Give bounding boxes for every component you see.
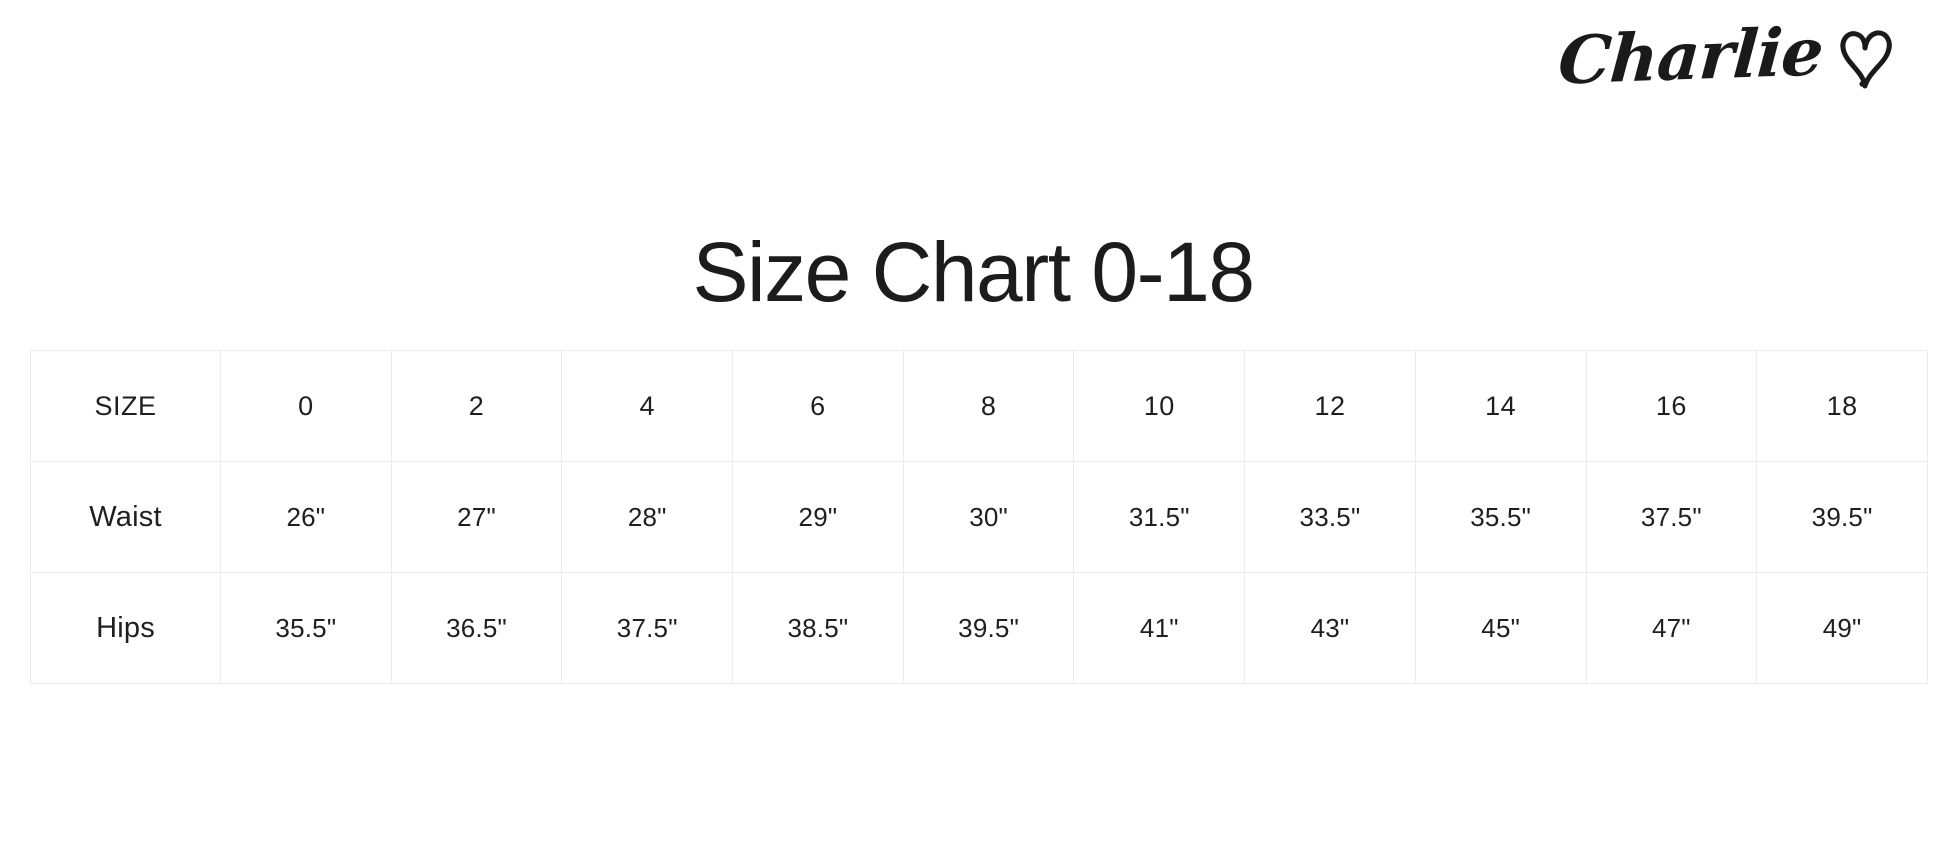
header-cell-size: SIZE: [30, 350, 221, 462]
waist-size-18: 39.5": [1756, 461, 1928, 573]
size-chart-container: SIZE 0 2 4 6 8 10 12 14 16 18 Waist 26" …: [30, 350, 1928, 684]
row-label-waist: Waist: [30, 461, 221, 573]
header-cell-14: 14: [1414, 350, 1587, 462]
header-cell-10: 10: [1073, 350, 1246, 462]
brand-header: Charlie: [0, 0, 1946, 150]
waist-size-6: 29": [732, 461, 904, 573]
table-header: SIZE 0 2 4 6 8 10 12 14 16 18: [30, 350, 1928, 462]
table-body: Waist 26" 27" 28" 29" 30" 31.5" 33.5" 35…: [30, 461, 1928, 684]
waist-size-16: 37.5": [1585, 461, 1758, 573]
table-row: Waist 26" 27" 28" 29" 30" 31.5" 33.5" 35…: [30, 461, 1928, 573]
waist-size-12: 33.5": [1244, 461, 1416, 573]
hips-size-6: 38.5": [732, 572, 904, 684]
header-cell-12: 12: [1244, 350, 1416, 462]
header-cell-8: 8: [902, 350, 1075, 462]
waist-size-2: 27": [390, 461, 563, 573]
waist-size-8: 30": [902, 461, 1075, 573]
brand-wordmark: Charlie: [1555, 12, 1826, 100]
header-cell-16: 16: [1585, 350, 1758, 462]
brand-logo[interactable]: Charlie: [1556, 12, 1894, 100]
waist-size-4: 28": [561, 461, 734, 573]
hips-size-0: 35.5": [220, 572, 392, 684]
table-row: Hips 35.5" 36.5" 37.5" 38.5" 39.5" 41" 4…: [30, 572, 1928, 684]
hips-size-2: 36.5": [390, 572, 563, 684]
header-cell-2: 2: [390, 350, 563, 462]
hips-size-12: 43": [1244, 572, 1416, 684]
waist-size-14: 35.5": [1414, 461, 1587, 573]
hips-size-16: 47": [1585, 572, 1758, 684]
hips-size-4: 37.5": [561, 572, 734, 684]
table-header-row: SIZE 0 2 4 6 8 10 12 14 16 18: [30, 350, 1928, 462]
hips-size-14: 45": [1414, 572, 1587, 684]
header-cell-4: 4: [561, 350, 734, 462]
row-label-hips: Hips: [30, 572, 221, 684]
waist-size-10: 31.5": [1073, 461, 1246, 573]
hips-size-8: 39.5": [902, 572, 1075, 684]
size-chart-table: SIZE 0 2 4 6 8 10 12 14 16 18 Waist 26" …: [30, 350, 1928, 684]
hips-size-10: 41": [1073, 572, 1246, 684]
page-title: Size Chart 0-18: [692, 225, 1255, 320]
header-cell-0: 0: [220, 350, 392, 462]
waist-size-0: 26": [220, 461, 392, 573]
header-cell-18: 18: [1756, 350, 1928, 462]
hips-size-18: 49": [1756, 572, 1928, 684]
header-cell-6: 6: [732, 350, 904, 462]
heart-outline-icon: [1836, 28, 1894, 90]
